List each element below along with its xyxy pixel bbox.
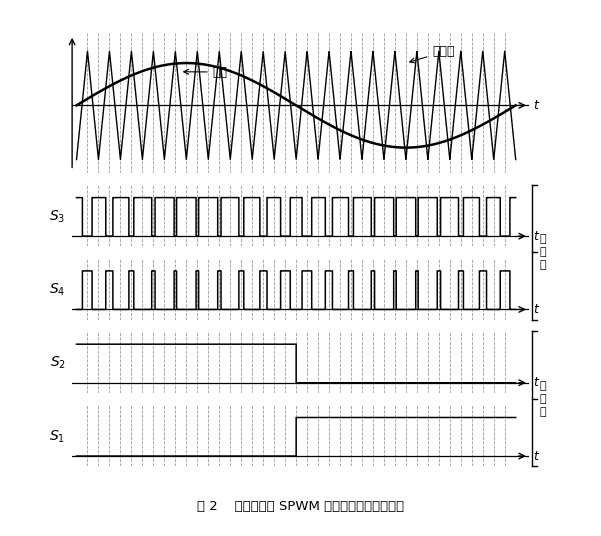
Text: $t$: $t$ [533,376,540,389]
Text: 图 2    单极性双边 SPWM 控制方式开关量的整定: 图 2 单极性双边 SPWM 控制方式开关量的整定 [197,500,404,513]
Text: 低
频
臂: 低 频 臂 [540,381,546,417]
Text: $S_4$: $S_4$ [49,282,66,298]
Text: 载波: 载波 [184,65,228,79]
Text: $S_1$: $S_1$ [49,428,66,445]
Text: $t$: $t$ [533,229,540,243]
Text: $t$: $t$ [533,303,540,316]
Text: $S_2$: $S_2$ [49,355,66,371]
Text: $t$: $t$ [533,450,540,463]
Text: $t$: $t$ [533,99,540,112]
Text: $S_3$: $S_3$ [49,209,66,225]
Text: 调制波: 调制波 [410,46,455,63]
Text: 高
频
臂: 高 频 臂 [540,234,546,271]
